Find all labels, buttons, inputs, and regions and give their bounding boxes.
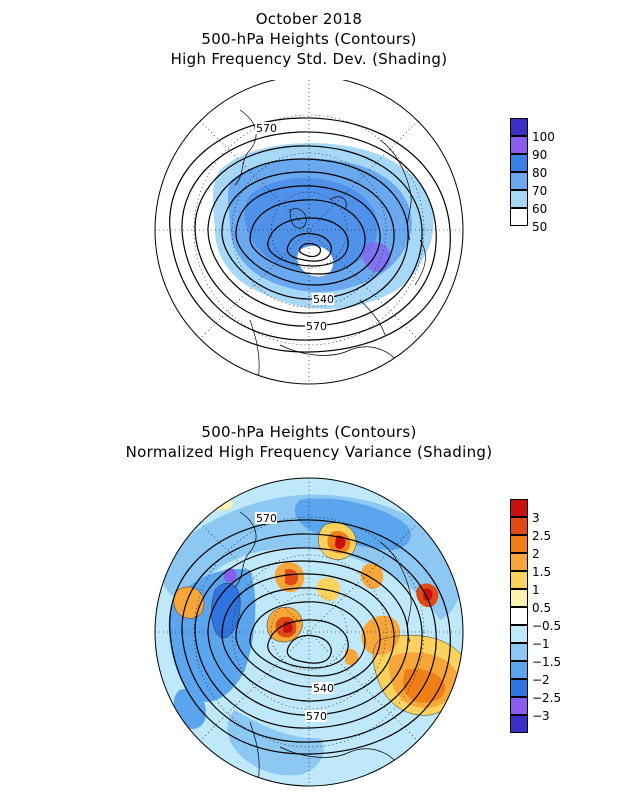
bottom-title-line-1: 500-hPa Heights (Contours) xyxy=(201,423,417,441)
bottom-colorbar-swatch xyxy=(510,643,528,661)
bottom-contour-label-570: 570 xyxy=(256,512,277,525)
bottom-colorbar-swatch xyxy=(510,589,528,607)
bottom-shading-region xyxy=(224,568,237,583)
bottom-colorbar-swatch xyxy=(510,607,528,625)
bottom-colorbar-swatch xyxy=(510,517,528,535)
bottom-shading-region xyxy=(361,615,401,656)
top-colorbar-swatch xyxy=(510,172,528,190)
top-colorbar-label: 60 xyxy=(532,202,548,216)
top-colorbar-label: 100 xyxy=(532,130,555,144)
bottom-shading-region xyxy=(294,498,411,550)
bottom-colorbar-label: −2.5 xyxy=(532,691,562,705)
top-colorbar-swatch xyxy=(510,208,528,226)
top-colorbar-swatch xyxy=(510,154,528,172)
top-colorbar-label: 90 xyxy=(532,148,548,162)
top-contour-label-540: 540 xyxy=(313,293,334,306)
bottom-colorbar-swatch xyxy=(510,661,528,679)
bottom-shading-region xyxy=(173,586,205,619)
top-contour-label-570: 570 xyxy=(256,122,277,135)
bottom-colorbar-label: −0.5 xyxy=(532,619,562,633)
top-colorbar-swatch xyxy=(510,118,528,136)
bottom-colorbar-swatch xyxy=(510,535,528,553)
bottom-shading-region xyxy=(335,535,346,549)
bottom-colorbar-label: −1.5 xyxy=(532,655,562,669)
top-title-line-2: 500-hPa Heights (Contours) xyxy=(201,30,417,48)
bottom-shading-region xyxy=(423,588,433,601)
bottom-shading-region xyxy=(209,494,233,511)
top-colorbar-swatch xyxy=(510,190,528,208)
top-shading-region xyxy=(244,177,378,273)
bottom-colorbar-label: 2.5 xyxy=(532,529,552,543)
bottom-colorbar-label: 2 xyxy=(532,547,540,561)
bottom-title-line-2: Normalized High Frequency Variance (Shad… xyxy=(125,443,493,461)
bottom-colorbar-label: 3 xyxy=(532,511,540,525)
bottom-colorbar-swatch xyxy=(510,697,528,715)
top-colorbar-swatch xyxy=(510,136,528,154)
bottom-polar-map: 570 540 570 xyxy=(154,477,464,787)
bottom-colorbar-label: −2 xyxy=(532,673,550,687)
top-title-line-3: High Frequency Std. Dev. (Shading) xyxy=(170,50,448,68)
bottom-contour-label-540: 540 xyxy=(313,682,334,695)
top-colorbar-label: 80 xyxy=(532,166,548,180)
bottom-colorbar-swatch xyxy=(510,499,528,517)
top-colorbar-label: 70 xyxy=(532,184,548,198)
bottom-colorbar-swatch xyxy=(510,679,528,697)
bottom-colorbar-swatch xyxy=(510,625,528,643)
top-polar-map: 570 540 570 xyxy=(154,80,464,385)
bottom-contour-label-570b: 570 xyxy=(306,710,327,723)
bottom-colorbar-swatch xyxy=(510,715,528,733)
bottom-shading-region xyxy=(345,648,359,666)
bottom-shading-region xyxy=(285,569,299,586)
top-title-line-1: October 2018 xyxy=(255,10,363,28)
bottom-colorbar-swatch xyxy=(510,553,528,571)
bottom-colorbar-label: −1 xyxy=(532,637,550,651)
bottom-colorbar-swatch xyxy=(510,571,528,589)
top-contour-label-570b: 570 xyxy=(306,320,327,333)
bottom-shading-region xyxy=(316,577,341,601)
bottom-colorbar-label: −3 xyxy=(532,709,550,723)
bottom-colorbar-label: 1.5 xyxy=(532,565,552,579)
bottom-colorbar-label: 1 xyxy=(532,583,540,597)
bottom-shading-region xyxy=(211,583,241,639)
bottom-colorbar-label: 0.5 xyxy=(532,601,552,615)
top-colorbar-label: 50 xyxy=(532,220,548,234)
